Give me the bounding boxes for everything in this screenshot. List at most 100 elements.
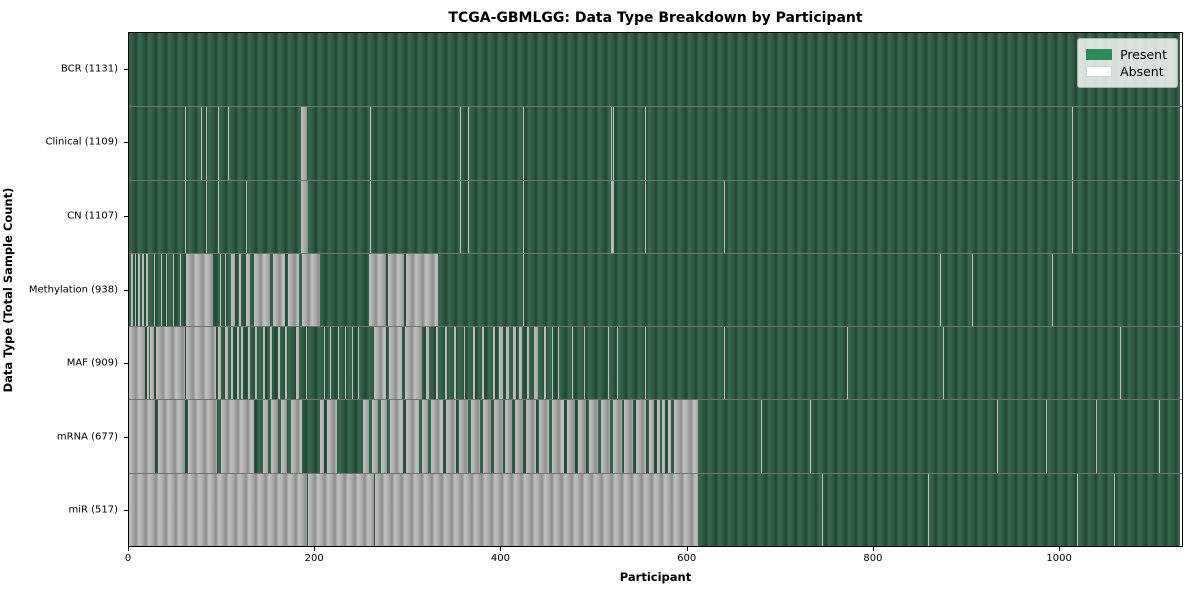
absent-segment: [320, 400, 325, 473]
absent-segment: [329, 327, 331, 400]
absent-segment: [810, 400, 812, 473]
absent-segment: [644, 180, 646, 253]
legend-label-present: Present: [1120, 47, 1167, 62]
row-MAF: [129, 326, 1182, 400]
absent-segment: [301, 253, 320, 327]
y-tick-mark: [124, 289, 128, 291]
y-tick-label: miR (517): [68, 504, 118, 516]
absent-segment: [971, 253, 973, 327]
x-tick-mark: [1059, 547, 1061, 551]
absent-segment: [937, 180, 939, 253]
absent-segment: [421, 400, 429, 473]
absent-segment: [723, 327, 725, 400]
absent-segment: [296, 327, 300, 400]
absent-segment: [206, 107, 208, 180]
absent-segment: [512, 327, 516, 400]
absent-segment: [255, 327, 258, 400]
absent-segment: [155, 327, 185, 400]
absent-segment: [472, 327, 475, 400]
x-tick-mark: [872, 547, 874, 551]
x-tick-mark: [314, 547, 316, 551]
absent-segment: [371, 400, 379, 473]
legend-item-absent: Absent: [1086, 64, 1167, 79]
absent-segment: [172, 253, 174, 327]
y-tick-mark: [124, 142, 128, 144]
absent-segment: [300, 107, 308, 180]
absent-segment: [454, 327, 457, 400]
absent-segment: [160, 253, 162, 327]
absent-segment: [206, 180, 208, 253]
absent-segment: [180, 253, 182, 327]
absent-segment: [551, 400, 564, 473]
absent-segment: [459, 180, 461, 253]
present-bars: [129, 253, 1181, 327]
absent-segment: [236, 327, 239, 400]
absent-segment: [262, 400, 269, 473]
absent-segment: [644, 327, 646, 400]
absent-segment: [445, 400, 457, 473]
absent-segment: [185, 253, 213, 327]
absent-segment: [435, 327, 438, 400]
legend: Present Absent: [1077, 38, 1178, 88]
absent-segment: [523, 107, 524, 180]
absent-segment: [607, 327, 610, 400]
absent-segment: [134, 253, 137, 327]
absent-segment: [220, 253, 221, 327]
y-tick-label: Clinical (1109): [45, 136, 119, 148]
present-bars: [129, 327, 1181, 400]
absent-segment: [150, 327, 155, 400]
absent-segment: [644, 107, 646, 180]
absent-segment: [611, 180, 615, 253]
absent-segment: [129, 400, 156, 473]
absent-segment: [218, 180, 220, 253]
absent-segment: [166, 253, 168, 327]
absent-segment: [1072, 180, 1074, 253]
absent-segment: [138, 253, 141, 327]
absent-segment: [380, 400, 388, 473]
absent-segment: [1076, 473, 1078, 546]
x-tick-mark: [686, 547, 688, 551]
absent-segment: [661, 327, 663, 400]
absent-segment: [624, 400, 633, 473]
absent-segment: [287, 253, 300, 327]
absent-segment: [673, 400, 698, 473]
y-tick-mark: [124, 510, 128, 512]
absent-segment: [324, 327, 326, 400]
y-tick-label: MAF (909): [66, 357, 118, 369]
absent-segment: [246, 180, 248, 253]
absent-segment: [611, 107, 613, 180]
absent-segment: [277, 327, 280, 400]
legend-swatch-absent: [1086, 66, 1113, 77]
legend-swatch-present: [1086, 49, 1113, 60]
absent-segment: [281, 400, 287, 473]
absent-segment: [1072, 107, 1074, 180]
absent-segment: [847, 327, 849, 400]
absent-segment: [937, 107, 939, 180]
absent-segment: [584, 327, 586, 400]
absent-segment: [231, 253, 235, 327]
absent-segment: [760, 400, 762, 473]
y-tick-mark: [124, 436, 128, 438]
absent-segment: [523, 180, 524, 253]
row-mRNA: [129, 399, 1182, 473]
absent-segment: [241, 327, 244, 400]
absent-segment: [389, 327, 403, 400]
absent-segment: [662, 400, 666, 473]
row-CN: [129, 179, 1182, 253]
absent-segment: [405, 400, 419, 473]
absent-segment: [577, 400, 587, 473]
absent-segment: [494, 400, 503, 473]
absent-segment: [558, 327, 560, 400]
absent-segment: [589, 400, 599, 473]
absent-segment: [498, 327, 503, 400]
absent-segment: [305, 327, 308, 400]
absent-segment: [613, 400, 622, 473]
y-tick-label: BCR (1131): [60, 63, 118, 75]
present-bars: [129, 473, 1181, 546]
absent-segment: [357, 327, 360, 400]
absent-segment: [514, 400, 524, 473]
absent-segment: [262, 327, 265, 400]
y-tick-label: mRNA (677): [56, 431, 118, 443]
row-Methylation: [129, 252, 1182, 327]
absent-segment: [723, 180, 725, 253]
